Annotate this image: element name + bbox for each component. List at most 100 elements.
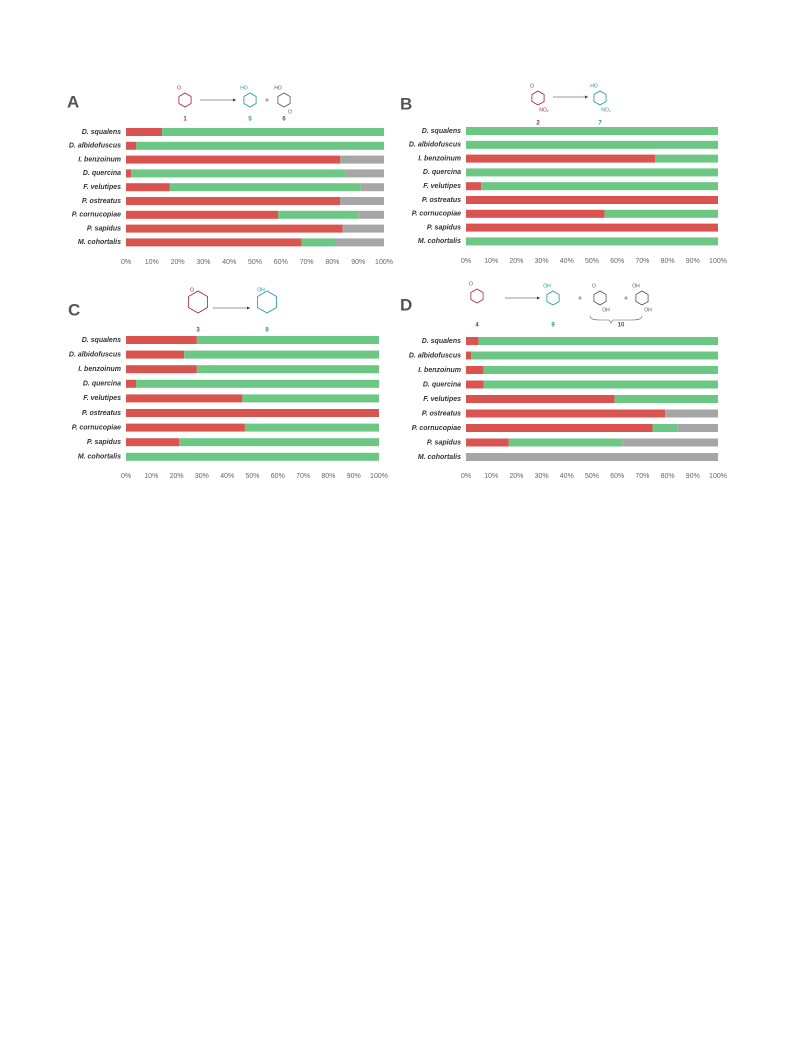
- atom-label: OH: [602, 307, 610, 313]
- category-label: P. cornucopiae: [72, 212, 121, 219]
- bar-segment: [242, 394, 379, 403]
- bar-segment: [466, 154, 655, 163]
- bar-segment: [466, 366, 484, 374]
- bar-segment: [466, 380, 484, 389]
- compound-number: 6: [282, 117, 286, 123]
- bar-segment: [126, 350, 185, 359]
- bar-segment: [466, 424, 653, 432]
- bar-segment: [466, 395, 615, 403]
- bar-segment: [126, 394, 243, 403]
- bar-segment: [358, 210, 384, 219]
- atom-label: HO: [590, 83, 598, 89]
- bar-segment: [126, 183, 170, 192]
- category-label: D. quercina: [83, 170, 121, 177]
- bar-segment: [466, 438, 509, 447]
- bar-segment: [334, 238, 384, 247]
- atom-label: OH: [632, 283, 640, 289]
- atom-label: HO: [240, 85, 248, 91]
- structure: [635, 290, 649, 306]
- bar-segment: [622, 438, 718, 447]
- category-label: F. velutipes: [423, 183, 461, 190]
- brace: [589, 315, 643, 324]
- bar-segment: [244, 423, 379, 432]
- atom-label: NO₂: [601, 107, 611, 113]
- x-tick-label: 0%: [461, 258, 471, 265]
- bar-segment: [126, 141, 137, 150]
- x-tick-label: 50%: [585, 473, 599, 480]
- category-label: F. velutipes: [83, 184, 121, 191]
- structure: [257, 290, 277, 314]
- panel-label: A: [67, 92, 79, 111]
- compound-number: 9: [551, 323, 555, 329]
- structure: [188, 290, 208, 314]
- category-label: P. cornucopiae: [412, 211, 461, 218]
- x-tick-label: 30%: [535, 258, 549, 265]
- panel-label: D: [400, 295, 412, 314]
- atom-label: HO: [274, 85, 282, 91]
- atom-label: OH: [257, 287, 265, 293]
- panel-label: B: [400, 94, 412, 113]
- category-label: P. ostreatus: [422, 197, 461, 204]
- category-label: D. albidofuscus: [409, 142, 461, 149]
- bar-segment: [340, 155, 384, 164]
- category-label: I. benzoinum: [418, 367, 461, 374]
- bar-segment: [604, 209, 718, 218]
- category-label: D. quercina: [83, 381, 121, 388]
- category-label: P. sapidus: [427, 439, 461, 446]
- x-tick-label: 40%: [560, 473, 574, 480]
- x-tick-label: 40%: [560, 258, 574, 265]
- bar-segment: [179, 438, 379, 447]
- bar-segment: [196, 365, 379, 374]
- x-tick-label: 20%: [170, 473, 184, 480]
- x-tick-label: 80%: [325, 259, 339, 266]
- x-tick-label: 80%: [321, 473, 335, 480]
- category-label: D. albidofuscus: [69, 143, 121, 150]
- plus: [624, 296, 628, 300]
- compound-number: 7: [598, 121, 602, 127]
- compound-number: 2: [536, 121, 540, 127]
- x-tick-label: 0%: [121, 259, 131, 266]
- bar-segment: [136, 141, 384, 150]
- bar-segment: [614, 395, 718, 403]
- panel-label: C: [68, 300, 80, 319]
- bar-segment: [126, 452, 379, 461]
- bar-segment: [126, 210, 279, 219]
- structure: [531, 90, 545, 106]
- category-label: D. quercina: [423, 169, 461, 176]
- x-tick-label: 90%: [686, 473, 700, 480]
- x-tick-label: 20%: [509, 258, 523, 265]
- bar-segment: [126, 438, 180, 447]
- atom-label: O: [469, 281, 473, 287]
- bar-segment: [466, 237, 718, 246]
- bar-segment: [126, 365, 197, 374]
- x-tick-label: 20%: [509, 473, 523, 480]
- compound-number: 1: [183, 117, 187, 123]
- category-label: D. squalens: [82, 337, 121, 344]
- bar-segment: [466, 140, 718, 149]
- bar-segment: [126, 155, 341, 164]
- x-tick-label: 90%: [347, 473, 361, 480]
- compound-number: 8: [265, 328, 269, 334]
- atom-label: OH: [543, 283, 551, 289]
- bar-segment: [126, 197, 341, 205]
- x-tick-label: 60%: [610, 258, 624, 265]
- structure: [470, 288, 484, 304]
- bar-segment: [162, 128, 384, 136]
- atom-label: O: [288, 109, 292, 115]
- x-tick-label: 30%: [196, 259, 210, 266]
- x-tick-label: 40%: [222, 259, 236, 266]
- x-tick-label: 70%: [296, 473, 310, 480]
- bar-segment: [184, 350, 379, 359]
- atom-label: O: [190, 287, 194, 293]
- structure: [593, 90, 607, 106]
- x-tick-label: 90%: [351, 259, 365, 266]
- bar-segment: [342, 224, 384, 233]
- bar-segment: [278, 210, 359, 219]
- x-tick-label: 40%: [220, 473, 234, 480]
- bar-segment: [483, 380, 718, 389]
- x-tick-label: 10%: [484, 473, 498, 480]
- compound-number: 10: [618, 323, 625, 329]
- bar-segment: [169, 183, 361, 192]
- bar-segment: [126, 238, 302, 247]
